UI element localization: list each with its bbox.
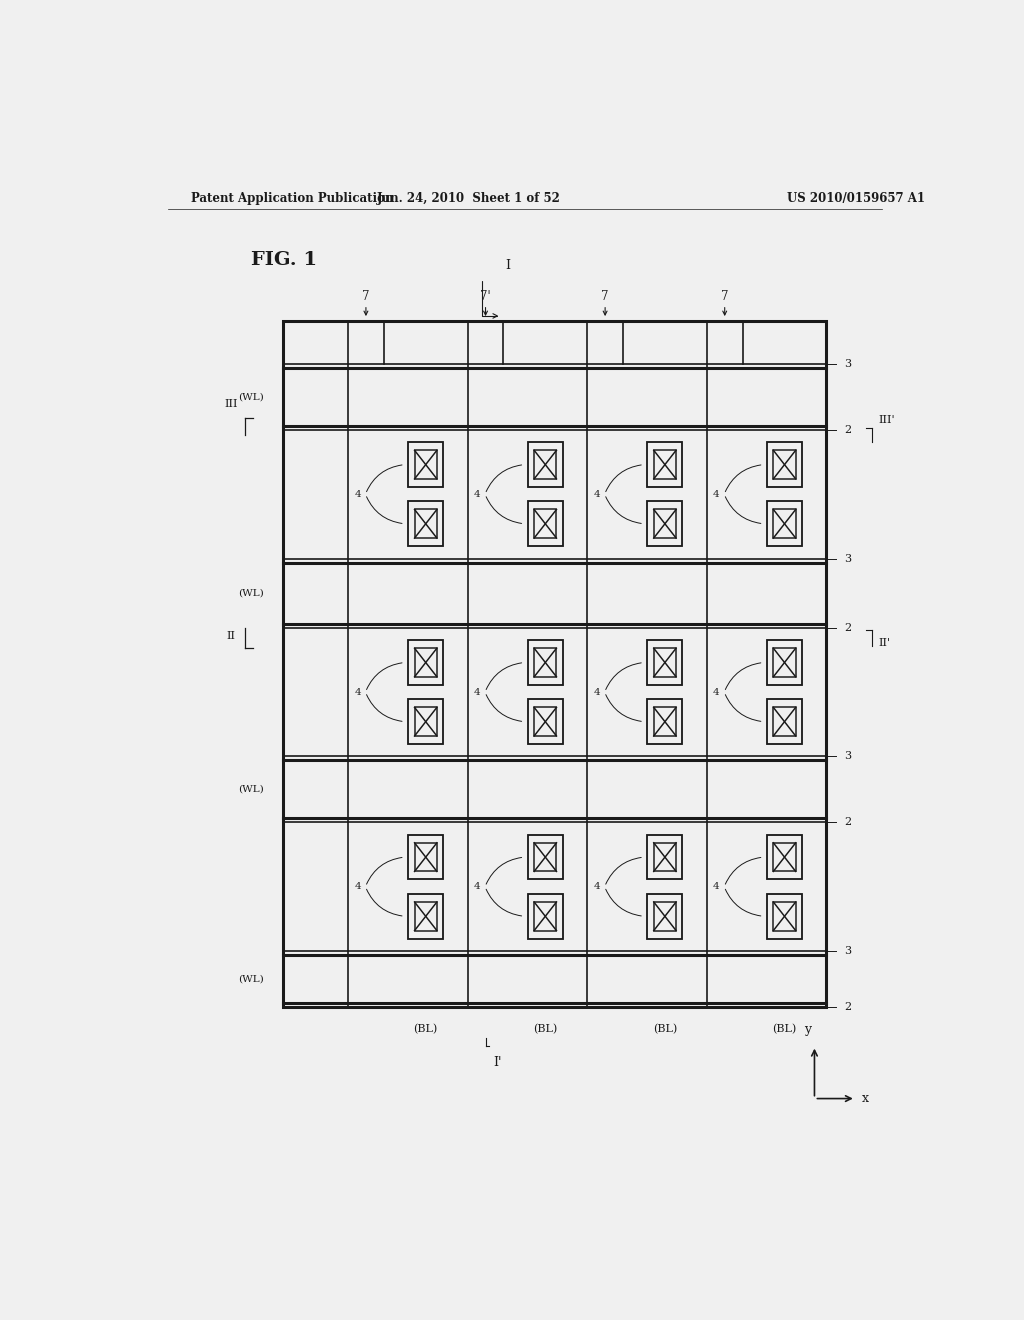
Text: 7': 7' [480,289,490,302]
Text: 4: 4 [593,882,600,891]
Text: I: I [506,259,510,272]
Bar [409,700,443,744]
Bar [415,842,437,871]
Text: (WL): (WL) [239,785,264,793]
Text: 7: 7 [362,289,370,302]
Text: 4: 4 [354,490,360,499]
Bar [415,648,437,677]
Bar [767,502,802,546]
Bar [409,442,443,487]
Text: 4: 4 [713,688,720,697]
Bar [415,510,437,539]
Text: 4: 4 [593,490,600,499]
Bar [415,450,437,479]
Text: (WL): (WL) [239,392,264,401]
Text: 2: 2 [844,817,851,828]
Bar [535,450,556,479]
Text: (BL): (BL) [534,1024,557,1035]
Bar [767,442,802,487]
Text: (BL): (BL) [414,1024,438,1035]
Bar [773,510,796,539]
Bar [653,450,676,479]
Text: 4: 4 [713,490,720,499]
Text: 4: 4 [713,882,720,891]
Text: (BL): (BL) [772,1024,797,1035]
Text: I': I' [494,1056,502,1069]
Bar [767,894,802,939]
Bar [653,842,676,871]
Bar [773,902,796,931]
Bar [773,708,796,737]
Bar [409,640,443,685]
Text: 2: 2 [844,623,851,632]
Bar [409,502,443,546]
Bar [409,894,443,939]
Bar [527,442,563,487]
Bar [647,502,682,546]
Text: 4: 4 [354,688,360,697]
Bar [415,902,437,931]
Text: 7: 7 [601,289,609,302]
Bar [409,834,443,879]
Bar [653,648,676,677]
Text: 4: 4 [474,688,480,697]
Text: 3: 3 [844,946,851,956]
Bar [535,510,556,539]
Text: (WL): (WL) [239,589,264,598]
Bar [773,842,796,871]
Bar [527,502,563,546]
Text: FIG. 1: FIG. 1 [251,251,317,269]
Bar [653,708,676,737]
Bar [647,894,682,939]
Text: II': II' [878,638,890,648]
Text: 4: 4 [354,882,360,891]
Bar [535,902,556,931]
Bar [653,510,676,539]
Bar [527,834,563,879]
Text: Jun. 24, 2010  Sheet 1 of 52: Jun. 24, 2010 Sheet 1 of 52 [377,191,561,205]
Bar [527,894,563,939]
Text: x: x [862,1092,869,1105]
Text: II: II [226,631,236,642]
Bar [535,842,556,871]
Bar [767,700,802,744]
Text: (WL): (WL) [239,974,264,983]
Text: III': III' [878,414,895,425]
Text: III: III [224,400,238,409]
Text: y: y [805,1023,812,1036]
Bar [653,902,676,931]
Bar [527,640,563,685]
Bar [767,834,802,879]
Bar [647,640,682,685]
Bar [767,640,802,685]
Bar [535,708,556,737]
Bar [535,648,556,677]
Bar [527,700,563,744]
Bar [647,834,682,879]
Text: (BL): (BL) [652,1024,677,1035]
Text: US 2010/0159657 A1: US 2010/0159657 A1 [786,191,925,205]
Text: 4: 4 [474,882,480,891]
Text: 3: 3 [844,359,851,368]
Bar [647,442,682,487]
Text: 3: 3 [844,553,851,564]
Text: 7: 7 [721,289,728,302]
Bar [415,708,437,737]
Text: 2: 2 [844,425,851,434]
Text: 2: 2 [844,1002,851,1012]
Text: Patent Application Publication: Patent Application Publication [191,191,394,205]
Bar [773,450,796,479]
Text: 3: 3 [844,751,851,762]
Text: 4: 4 [593,688,600,697]
Bar [283,321,826,1007]
Bar [773,648,796,677]
Bar [647,700,682,744]
Text: 4: 4 [474,490,480,499]
